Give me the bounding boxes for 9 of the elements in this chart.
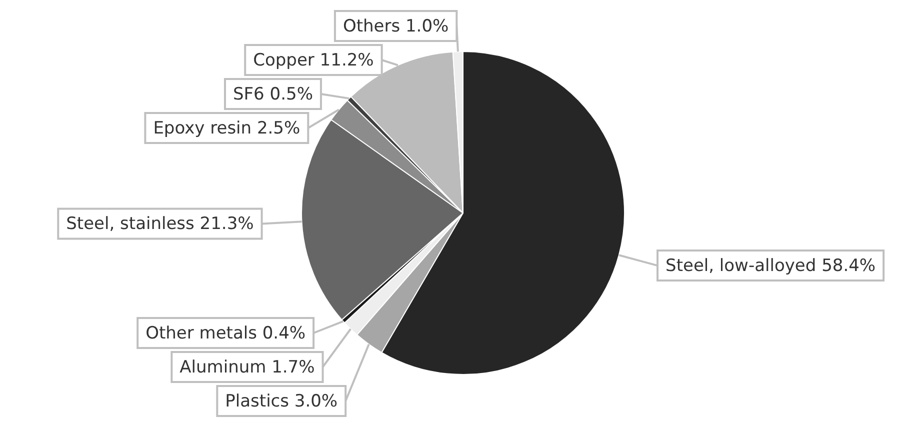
- slice-label: Copper 11.2%: [253, 50, 374, 70]
- slice-label: Others 1.0%: [342, 16, 449, 36]
- slice-label: Steel, stainless 21.3%: [66, 214, 254, 234]
- slice-label: Plastics 3.0%: [225, 391, 338, 412]
- slice-label: Epoxy resin 2.5%: [153, 118, 300, 138]
- slice-label: Steel, low-alloyed 58.4%: [666, 256, 876, 276]
- slice-label: Aluminum 1.7%: [180, 357, 315, 378]
- slice-label: Other metals 0.4%: [146, 323, 306, 344]
- slice-label: SF6 0.5%: [232, 84, 313, 104]
